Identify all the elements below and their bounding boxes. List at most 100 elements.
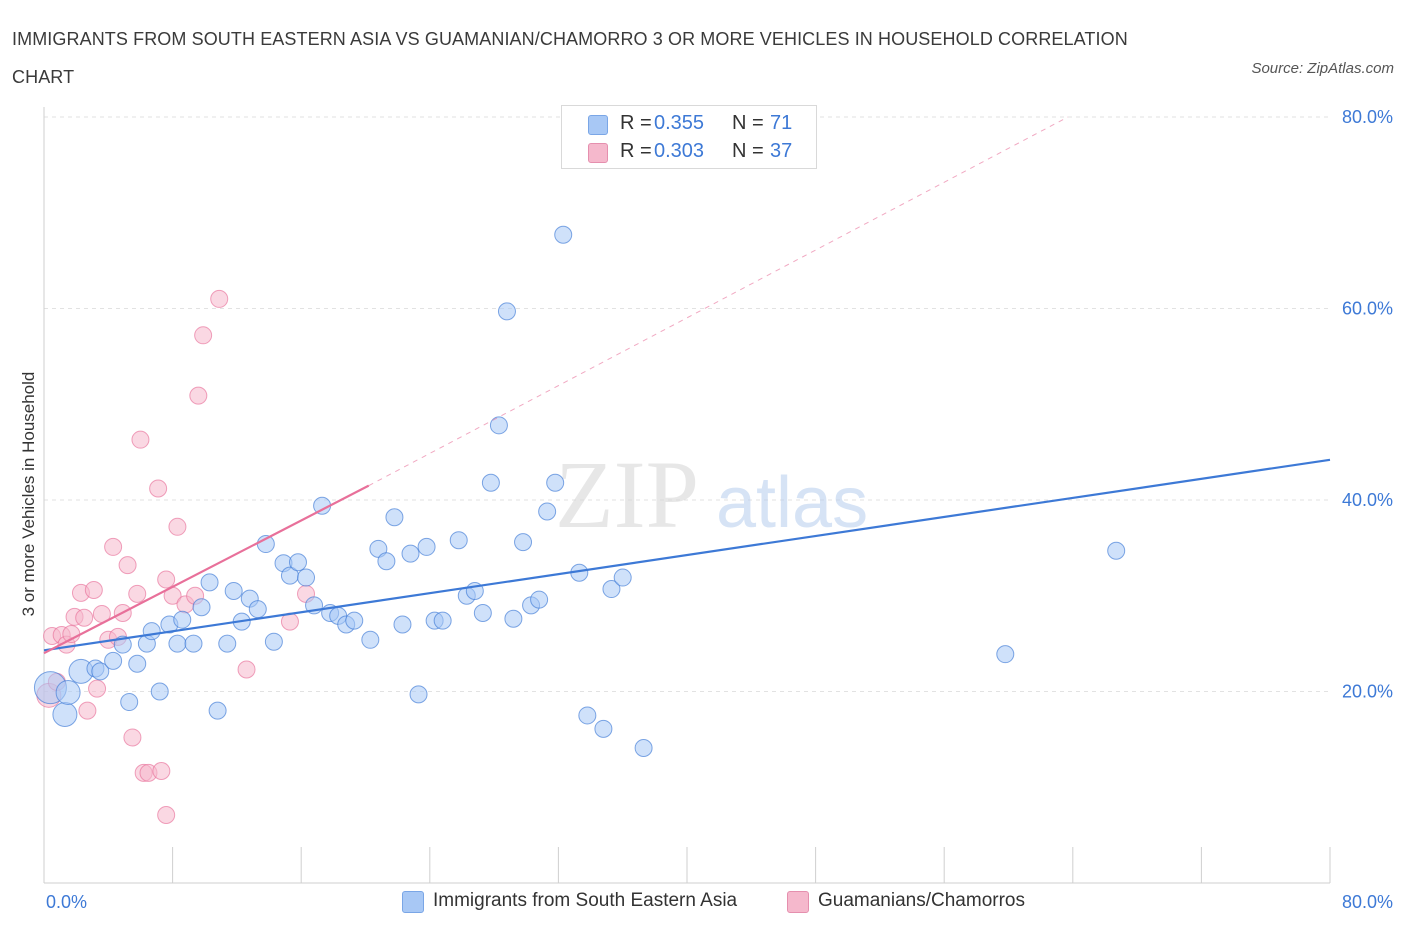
data-point (210, 289, 229, 308)
tick-labels: 20.0% 40.0% 60.0% 80.0% 0.0% 80.0% (46, 107, 1393, 912)
y-tick-label: 40.0% (1342, 490, 1393, 510)
data-point (530, 590, 549, 609)
gridlines (44, 116, 1330, 692)
data-point (504, 609, 523, 628)
data-point (449, 531, 468, 550)
data-point (218, 634, 237, 653)
legend-n-value: 37 (770, 140, 793, 162)
data-point (189, 386, 208, 405)
data-point (52, 701, 78, 727)
y-axis-title: 3 or more Vehicles in Household (19, 372, 38, 617)
data-point (173, 610, 192, 629)
bottom-legend-label: Guamanians/Chamorros (818, 890, 1025, 911)
data-point (361, 630, 380, 649)
data-point (168, 517, 187, 536)
data-point (104, 537, 123, 556)
data-point (634, 738, 653, 757)
data-point (345, 611, 364, 630)
data-point (602, 580, 621, 599)
legend-n-value: 71 (770, 112, 793, 134)
legend-r-label: R = (620, 140, 652, 162)
source-label: Source: ZipAtlas.com (1251, 60, 1394, 77)
legend-row-guamanians: R = 0.303 N = 37 (562, 138, 816, 166)
data-point (91, 662, 110, 681)
data-point (538, 502, 557, 521)
y-tick-label: 60.0% (1342, 299, 1393, 319)
data-point (237, 660, 256, 679)
data-point (489, 416, 508, 435)
data-point (192, 598, 211, 617)
data-point (208, 701, 227, 720)
legend-row-immigrants: R = 0.355 N = 71 (562, 110, 816, 138)
data-point (578, 706, 597, 725)
data-point (297, 568, 316, 587)
data-point (377, 552, 396, 571)
legend-n-label: N = (732, 140, 764, 162)
data-point (194, 326, 213, 345)
watermark: ZIP atlas (555, 441, 868, 548)
data-point (481, 473, 500, 492)
data-point (546, 473, 565, 492)
legend-swatch-blue (588, 115, 608, 135)
data-point (168, 634, 187, 653)
data-point (157, 806, 176, 825)
data-point (118, 556, 137, 575)
series-immigrants (33, 225, 1126, 757)
x-tick-label: 80.0% (1342, 892, 1393, 912)
data-point (55, 679, 81, 705)
data-point (409, 685, 428, 704)
data-point (417, 537, 436, 556)
data-point (128, 584, 147, 603)
legend-swatch-pink (588, 143, 608, 163)
data-point (264, 632, 283, 651)
chart-title: IMMIGRANTS FROM SOUTH EASTERN ASIA VS GU… (12, 29, 1128, 87)
data-point (88, 679, 107, 698)
data-point (497, 302, 516, 321)
data-point (594, 719, 613, 738)
data-point (1107, 541, 1126, 560)
data-point (514, 533, 533, 552)
data-point (401, 544, 420, 563)
data-point (142, 622, 161, 641)
trend-line-extension (368, 116, 1069, 487)
data-point (393, 615, 412, 634)
legend: R = 0.355 N = 71 R = 0.303 N = 37 (561, 105, 817, 169)
bottom-legend-swatch-blue (402, 891, 424, 913)
x-tick-label: 0.0% (46, 892, 87, 912)
trend-line (43, 484, 370, 655)
bottom-legend-label: Immigrants from South Eastern Asia (433, 890, 738, 911)
bottom-legend-swatch-pink (787, 891, 809, 913)
data-point (996, 645, 1015, 664)
data-point (128, 654, 147, 673)
data-point (248, 600, 267, 619)
data-point (473, 603, 492, 622)
data-point (184, 634, 203, 653)
data-point (131, 430, 150, 449)
data-point (78, 701, 97, 720)
data-point (433, 611, 452, 630)
legend-n-label: N = (732, 112, 764, 134)
data-point (288, 553, 307, 572)
data-point (152, 761, 171, 780)
data-point (84, 581, 103, 600)
data-point (554, 225, 573, 244)
data-point (120, 693, 139, 712)
data-point (150, 682, 169, 701)
data-point (149, 479, 168, 498)
data-point (200, 573, 219, 592)
legend-r-value: 0.355 (654, 112, 705, 134)
data-point (157, 570, 176, 589)
legend-r-value: 0.303 (654, 140, 705, 162)
data-point (613, 568, 632, 587)
data-point (75, 608, 94, 627)
watermark-zip: ZIP (555, 441, 699, 548)
data-point (385, 508, 404, 527)
watermark-atlas: atlas (716, 463, 868, 543)
data-point (224, 581, 243, 600)
trend-lines (43, 116, 1331, 655)
y-tick-label: 80.0% (1342, 107, 1393, 127)
legend-r-label: R = (620, 112, 652, 134)
axes (43, 107, 1331, 884)
data-point (123, 728, 142, 747)
